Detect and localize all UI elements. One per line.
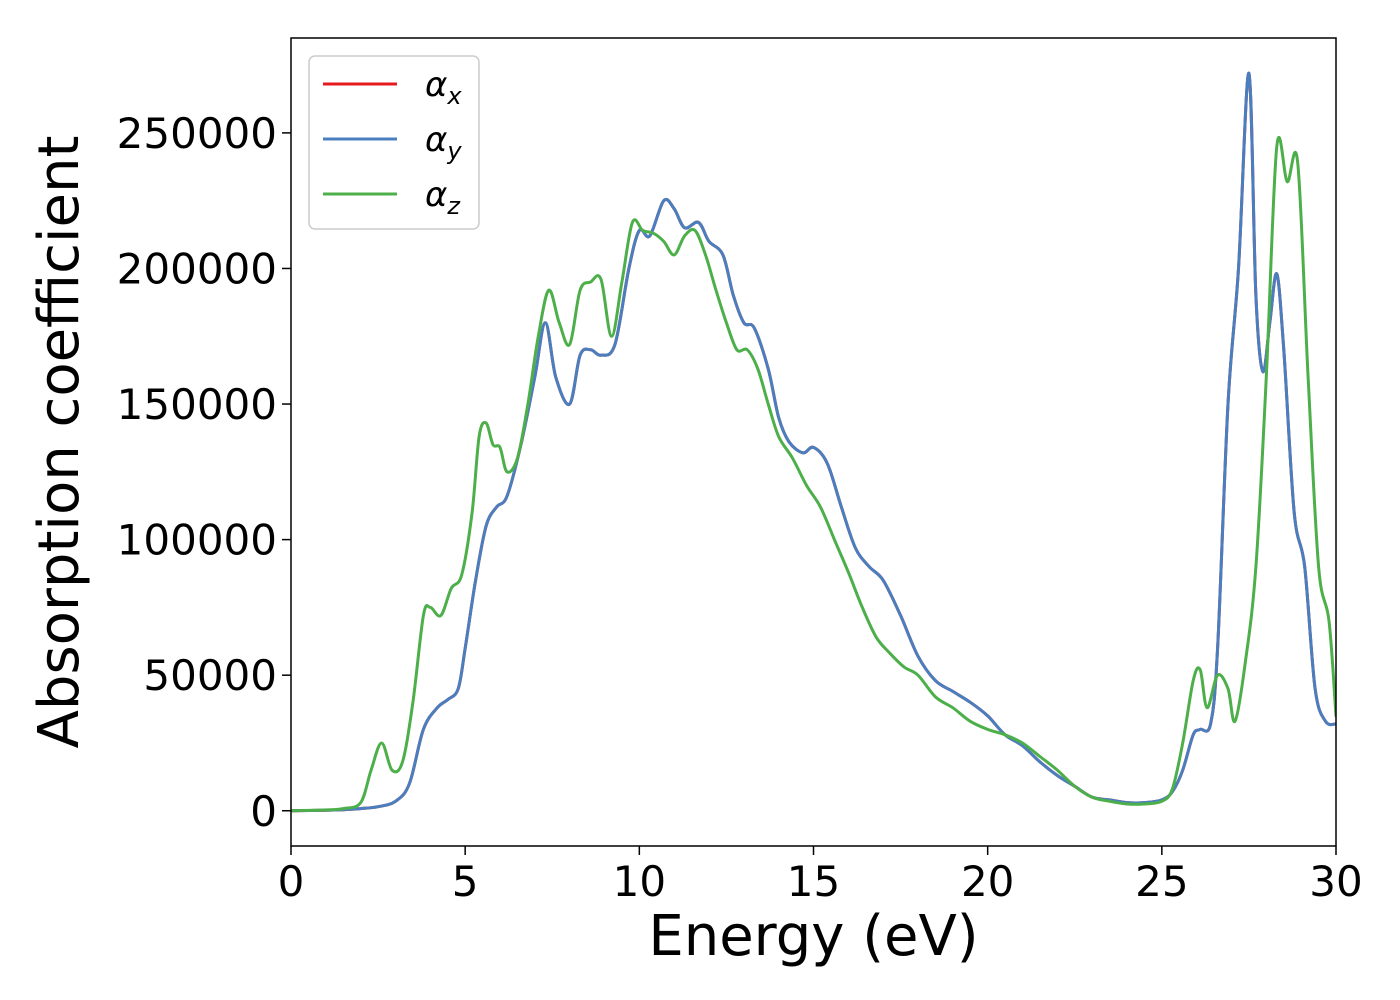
- y-tick-label: 200000: [117, 244, 277, 293]
- y-axis: 0 50000 100000 150000 200000 250000: [117, 109, 291, 836]
- x-tick-label: 10: [613, 857, 666, 906]
- legend-label-x: αx: [425, 65, 462, 110]
- series-layer: [291, 71, 1336, 813]
- x-tick-label: 30: [1309, 857, 1362, 906]
- x-tick-label: 0: [278, 857, 305, 906]
- x-axis: 0 5 10 15 20 25 30: [278, 846, 1363, 906]
- x-tick-label: 25: [1135, 857, 1188, 906]
- y-axis-title: Absorption coefficient: [27, 136, 92, 749]
- legend-box: [308, 55, 480, 230]
- series-line-y: [291, 71, 1336, 813]
- y-tick-label: 100000: [117, 516, 277, 565]
- y-tick-label: 50000: [143, 651, 277, 700]
- y-tick-label: 150000: [117, 380, 277, 429]
- x-tick-label: 15: [787, 857, 840, 906]
- legend: αx αy αz: [308, 55, 480, 230]
- y-tick-label: 0: [250, 787, 277, 836]
- x-axis-title: Energy (eV): [648, 904, 978, 969]
- y-tick-label: 250000: [117, 109, 277, 158]
- legend-label-z: αz: [425, 175, 461, 220]
- x-tick-label: 20: [961, 857, 1014, 906]
- series-line-z: [291, 135, 1336, 813]
- legend-label-y: αy: [425, 120, 462, 165]
- x-tick-label: 5: [452, 857, 479, 906]
